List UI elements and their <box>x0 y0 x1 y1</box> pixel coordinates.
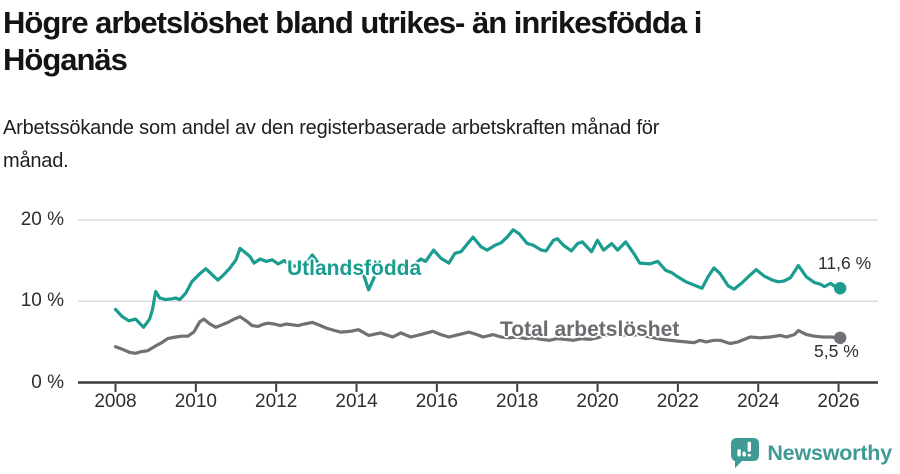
chart-subtitle: Arbetssökande som andel av den registerb… <box>3 112 883 178</box>
page-title: Högre arbetslöshet bland utrikes- än inr… <box>3 4 897 78</box>
x-axis-tick-label: 2020 <box>576 391 619 412</box>
y-axis-tick-label: 20 % <box>20 209 64 230</box>
series-label-utlandsfodda: Utlandsfödda <box>287 257 422 280</box>
end-value-label-total-arbetsloshet: 5,5 % <box>814 341 859 361</box>
x-axis-tick-label: 2012 <box>255 391 298 412</box>
chart-subtitle-line-2: månad. <box>3 150 69 172</box>
series-label-total-arbetsloshet: Total arbetslöshet <box>500 318 680 341</box>
chart-subtitle-line-1: Arbetssökande som andel av den registerb… <box>3 117 660 139</box>
end-value-label-utlandsfodda: 11,6 % <box>818 253 872 273</box>
y-axis-tick-label: 0 % <box>31 371 64 393</box>
newsworthy-logo-text: Newsworthy <box>767 440 892 465</box>
x-axis-tick-label: 2026 <box>817 391 860 412</box>
x-axis-tick-label: 2018 <box>496 391 539 412</box>
series-end-dot-1 <box>833 331 847 345</box>
series-line-0 <box>113 228 842 329</box>
newsworthy-logo-icon <box>731 438 760 468</box>
x-axis-tick-label: 2008 <box>94 391 137 412</box>
x-axis-tick-label: 2016 <box>415 391 458 412</box>
y-axis-tick-label: 10 % <box>20 290 64 312</box>
x-axis-tick-label: 2010 <box>174 391 217 412</box>
series-line-1 <box>113 315 842 355</box>
x-axis-tick-label: 2024 <box>737 391 780 412</box>
x-axis-tick-label: 2022 <box>656 391 700 412</box>
series-end-dot-0 <box>833 282 847 295</box>
x-axis-tick-label: 2014 <box>335 391 378 412</box>
page-title-line-1: Högre arbetslöshet bland utrikes- än inr… <box>3 5 702 40</box>
page-title-line-2: Höganäs <box>3 42 128 77</box>
newsworthy-logo[interactable]: Newsworthy <box>730 437 892 469</box>
